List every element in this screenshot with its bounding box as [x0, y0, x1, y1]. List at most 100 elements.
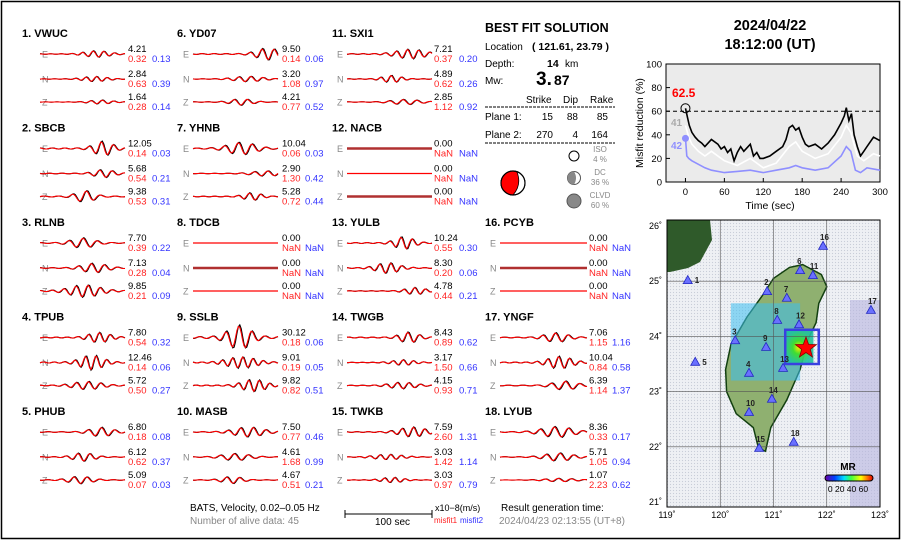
series-line-1	[684, 107, 881, 164]
best-fit-value: 62.5	[672, 86, 696, 100]
station-title: 16. PCYB	[485, 217, 534, 229]
misfit-reduction-chart: Misfit reduction (%) Time (sec) 62.5 41 42…	[634, 60, 888, 213]
series-start-marker	[681, 134, 689, 142]
amplitude-value: 4.61	[282, 447, 301, 458]
amplitude-value: 12.46	[128, 353, 152, 364]
y-tick-label: 80	[651, 83, 662, 94]
station-triangle-icon	[794, 264, 806, 275]
misfit2-value: 0.27	[152, 386, 171, 397]
station-title: 17. YNGF	[485, 312, 534, 324]
synthetic-waveform	[346, 74, 433, 83]
amplitude-value: 3.20	[282, 69, 301, 80]
time-scale-label: 100 sec	[375, 517, 410, 528]
component-label: E	[337, 239, 343, 249]
misfit1-value: NaN	[434, 149, 453, 160]
amplitude-value: 5.68	[128, 164, 147, 175]
y-tick-label: 0	[657, 178, 662, 189]
station-triangle-icon	[760, 341, 772, 351]
misfit1-value: NaN	[589, 268, 608, 279]
misfit2-value: NaN	[612, 268, 631, 279]
station-number: 4	[746, 360, 751, 369]
component-label: N	[337, 75, 344, 85]
component-label: Z	[490, 287, 496, 297]
synthetic-waveform	[39, 263, 126, 273]
x-axis-label: Time (sec)	[745, 200, 794, 212]
component-label: N	[337, 453, 344, 463]
misfit1-legend: misfit1	[434, 516, 458, 525]
synthetic-waveform	[499, 477, 588, 482]
mw-integer: 3.	[536, 69, 552, 90]
component-label: Z	[183, 98, 189, 108]
station-triangle-icon	[682, 274, 693, 284]
misfit1-value: 1.50	[434, 363, 453, 374]
depth-unit: km	[565, 59, 578, 70]
synthetic-waveform	[39, 476, 126, 484]
misfit1-value: NaN	[434, 174, 453, 185]
misfit2-value: NaN	[612, 291, 631, 302]
component-label: Z	[42, 98, 48, 108]
latitude-label: 21˚	[649, 497, 662, 507]
amplitude-value: 10.04	[589, 353, 613, 364]
component-label: Z	[42, 192, 48, 202]
amplitude-value: 30.12	[282, 328, 306, 339]
misfit2-value: NaN	[305, 268, 324, 279]
misfit1-value: 1.14	[589, 386, 608, 397]
component-label: N	[183, 264, 190, 274]
station-number: 10	[746, 399, 755, 408]
synthetic-waveform	[192, 192, 279, 201]
misfit2-value: 0.21	[152, 174, 171, 185]
synthetic-waveform	[39, 453, 126, 462]
station-title: 11. SXI1	[332, 28, 374, 40]
series-line-2	[684, 123, 881, 169]
synthetic-waveform	[192, 356, 279, 368]
amplitude-value: 10.24	[434, 233, 458, 244]
station-panel-yulb: 13. YULB E 10.240.55 0.30 N 8.300.20 0.06 Z 4.78…	[332, 217, 478, 302]
series-count-label: 41	[671, 118, 683, 129]
mw-label: Mw:	[485, 76, 503, 87]
component-label: N	[42, 75, 49, 85]
amplitude-value: 2.90	[282, 164, 301, 175]
colorbar	[824, 474, 874, 482]
amplitude-value: 10.04	[282, 139, 306, 150]
component-label: N	[337, 264, 344, 274]
amplitude-value: 6.39	[589, 376, 608, 387]
misfit1-value: 0.97	[434, 480, 453, 491]
longitude-label: 123˚	[871, 510, 889, 520]
station-number: 1	[695, 276, 700, 285]
synthetic-waveform	[346, 359, 433, 366]
misfit2-value: 0.06	[459, 268, 478, 279]
synthetic-waveform	[499, 356, 588, 369]
plane2-label: Plane 2:	[485, 130, 522, 141]
station-panel-sxi1: 11. SXI1 E 7.210.37 0.20 N 4.890.62 0.26 Z 2.851…	[332, 28, 478, 113]
epicenter-star-icon	[794, 335, 818, 358]
latitude-label: 23˚	[649, 387, 662, 397]
solution-title: BEST FIT SOLUTION	[485, 21, 609, 35]
misfit1-value: 1.15	[589, 338, 608, 349]
amplitude-value: 7.06	[589, 328, 608, 339]
misfit2-value: 1.31	[459, 432, 478, 443]
synthetic-waveform	[192, 142, 279, 155]
dc-ball-icon	[567, 171, 581, 185]
misfit1-value: 1.68	[282, 457, 301, 468]
component-label: Z	[490, 381, 496, 391]
misfit1-value: 0.51	[282, 480, 301, 491]
synthetic-waveform	[39, 190, 126, 202]
amplitude-value: 0.00	[589, 258, 608, 269]
component-label: N	[337, 169, 344, 179]
amplitude-value: 9.38	[128, 187, 147, 198]
source-text: BATS, Velocity, 0.02–0.05 Hz	[190, 503, 320, 514]
misfit1-value: 1.08	[282, 79, 301, 90]
misfit1-value: 0.19	[282, 363, 301, 374]
generation-time: 2024/04/23 02:13:55 (UT+8)	[499, 516, 625, 527]
synthetic-waveform	[192, 325, 279, 349]
station-title: 5. PHUB	[22, 406, 65, 418]
misfit1-value: 0.33	[589, 432, 608, 443]
misfit2-value: 0.94	[612, 457, 631, 468]
amplitude-value: 7.50	[282, 422, 301, 433]
misfit2-value: 0.99	[305, 457, 324, 468]
mw-decimal: 87	[554, 72, 570, 88]
